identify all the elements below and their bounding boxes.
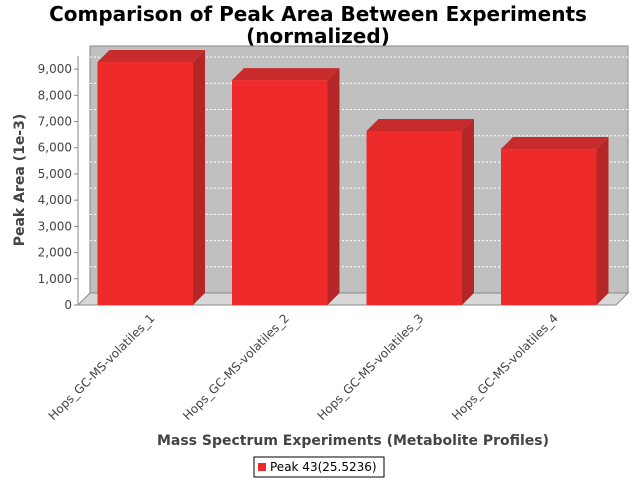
bar-side: [192, 50, 205, 306]
bar-top: [97, 50, 205, 63]
x-axis-title: Mass Spectrum Experiments (Metabolite Pr…: [157, 433, 549, 449]
bar-top: [501, 137, 609, 150]
x-axis: Hops_GC-MS-volatiles_1 Hops_GC-MS-volatil…: [46, 311, 561, 423]
bar: [366, 130, 462, 305]
bars: [97, 50, 609, 306]
bar-side: [327, 68, 340, 306]
y-tick-label: 8,000: [38, 88, 72, 102]
x-tick-label: Hops_GC-MS-volatiles_2: [180, 311, 292, 423]
bar: [501, 149, 597, 305]
y-tick-label: 0: [64, 298, 72, 312]
y-tick-label: 9,000: [38, 62, 72, 76]
bar-top: [232, 68, 340, 81]
y-tick-label: 7,000: [38, 115, 72, 129]
y-tick-label: 5,000: [38, 167, 72, 181]
chart-subtitle: (normalized): [246, 24, 390, 48]
y-tick-label: 6,000: [38, 141, 72, 155]
y-tick-label: 4,000: [38, 193, 72, 207]
y-axis: 0 1,000 2,000 3,000 4,000 5,000 6,000 7,000 8,00…: [38, 56, 79, 312]
x-tick-label: Hops_GC-MS-volatiles_1: [46, 311, 158, 423]
bar-side: [461, 118, 474, 306]
x-tick-label: Hops_GC-MS-volatiles_4: [449, 311, 561, 423]
bar-side: [596, 137, 609, 305]
bar: [97, 62, 193, 306]
x-tick-label: Hops_GC-MS-volatiles_3: [315, 311, 427, 423]
bar-top: [366, 118, 474, 131]
legend: Peak 43(25.5236): [253, 456, 385, 478]
bar: [232, 80, 328, 306]
y-axis-title: Peak Area (1e-3): [12, 114, 28, 247]
legend-label: Peak 43(25.5236): [270, 460, 377, 474]
y-tick-label: 3,000: [38, 219, 72, 233]
y-tick-label: 2,000: [38, 246, 72, 260]
legend-swatch: [258, 463, 266, 471]
chart-title: Comparison of Peak Area Between Experime…: [49, 2, 587, 26]
legend-box: [253, 456, 385, 478]
y-tick-label: 1,000: [38, 272, 72, 286]
